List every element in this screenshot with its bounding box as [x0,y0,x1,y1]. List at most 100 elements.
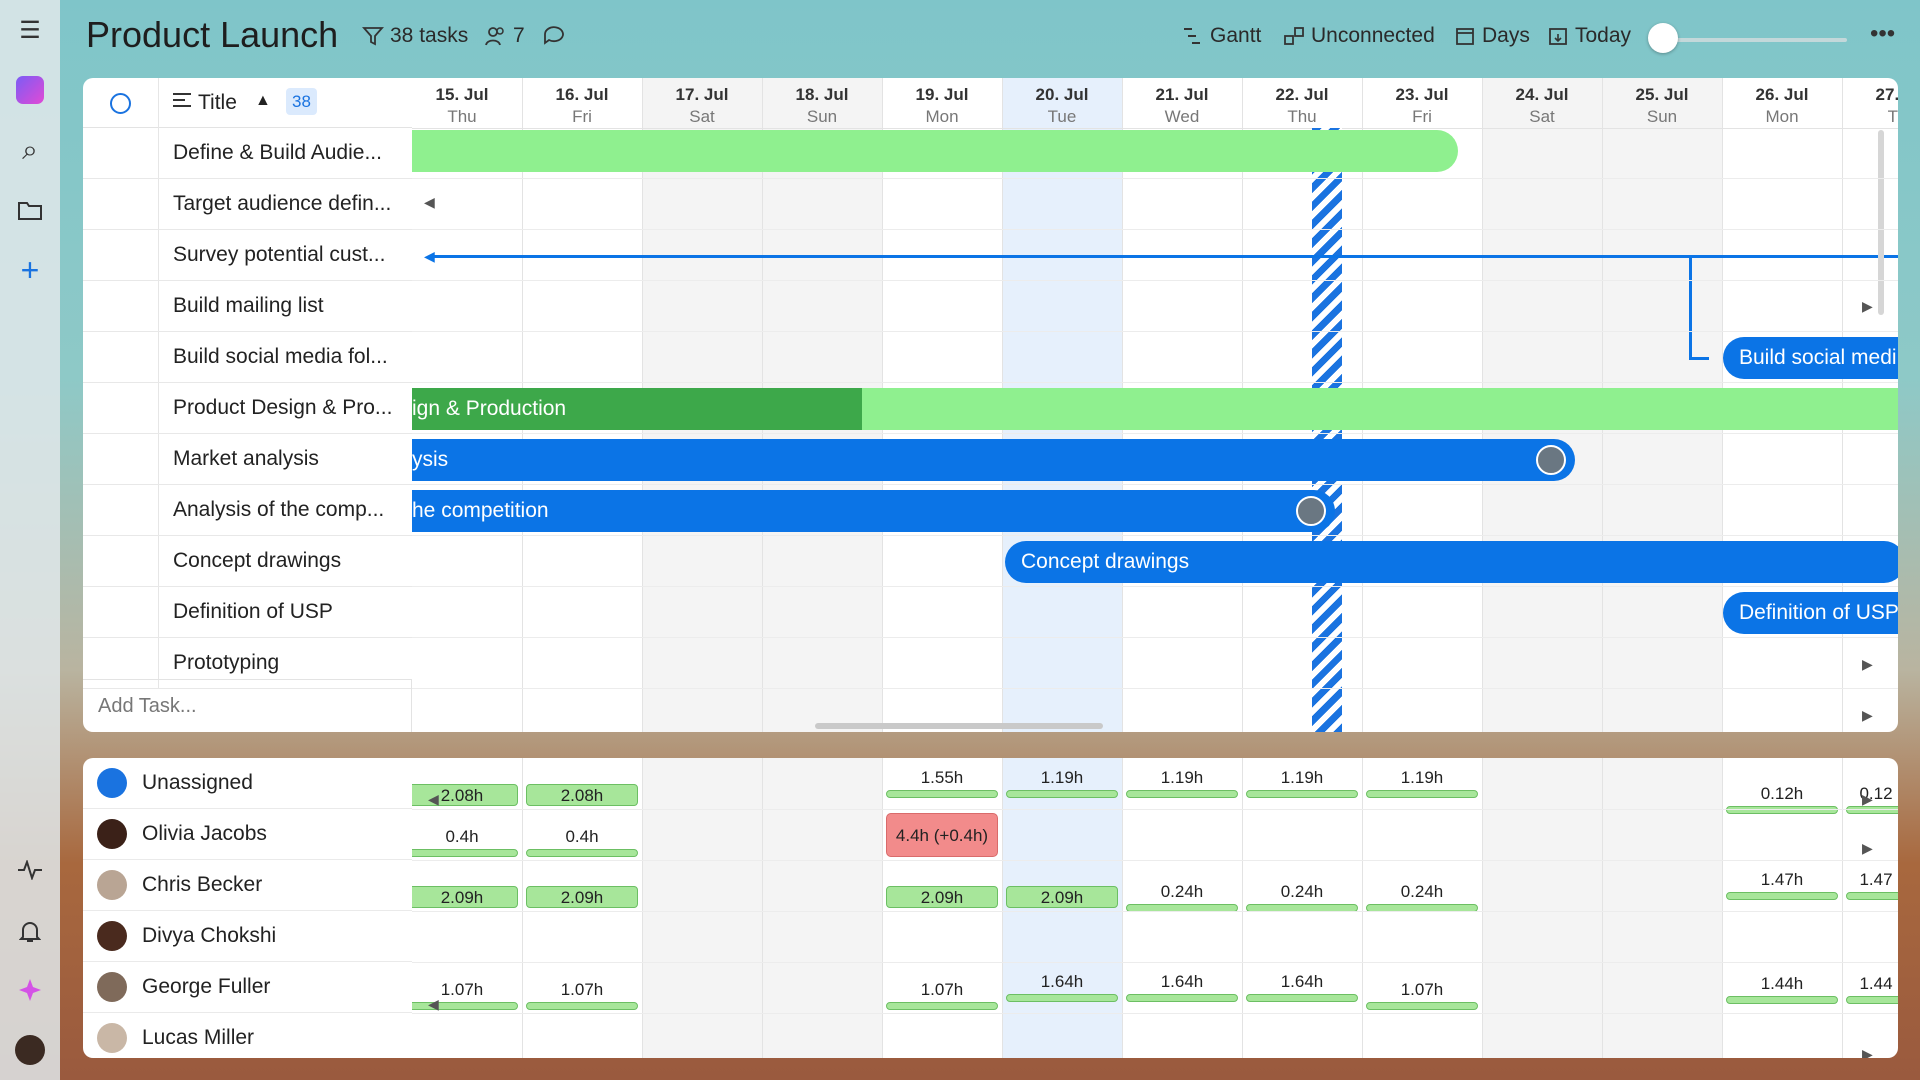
workload-cell[interactable]: 2.09h [412,886,518,908]
row-checkbox-cell[interactable] [83,434,159,484]
task-row[interactable]: Survey potential cust... [83,230,412,281]
search-icon[interactable]: ⌕ [22,133,38,165]
zoom-slider-knob[interactable] [1648,23,1678,53]
usp-bar[interactable]: Definition of USP [1723,592,1898,634]
production-bar-remaining[interactable] [862,388,1898,430]
add-task-row[interactable]: Add Task... [83,679,412,732]
task-title[interactable]: Prototyping [173,651,280,674]
social-media-bar[interactable]: Build social medi [1723,337,1898,379]
resource-row[interactable]: Olivia Jacobs [83,809,412,860]
workload-cell[interactable]: 0.4h [526,827,638,857]
task-row[interactable]: Build social media fol... [83,332,412,383]
workload-cell[interactable]: 4.4h (+0.4h) [886,813,998,857]
bell-icon[interactable] [0,912,60,952]
workload-cell[interactable]: 1.47h [1726,870,1838,900]
workload-cell[interactable]: 1.19h [1126,768,1238,798]
filter-button[interactable]: 38 tasks [362,24,468,48]
row-checkbox-cell[interactable] [83,638,159,688]
row-checkbox-cell[interactable] [83,128,159,178]
assignee-avatar[interactable] [1296,496,1326,526]
workload-cell[interactable]: 2.09h [526,886,638,908]
workload-cell[interactable]: 1.19h [1366,768,1478,798]
today-button[interactable]: Today [1547,24,1631,48]
task-title[interactable]: Analysis of the comp... [173,498,385,521]
row-checkbox-cell[interactable] [83,179,159,229]
row-checkbox-cell[interactable] [83,230,159,280]
task-title[interactable]: Survey potential cust... [173,243,386,266]
workload-cell[interactable]: 1.44h [1726,974,1838,1004]
workload-cell[interactable]: 1.07h [412,980,518,1010]
task-row[interactable]: Analysis of the comp... [83,485,412,536]
zoom-slider[interactable] [1650,38,1847,42]
scroll-right-icon[interactable]: ▶ [1862,840,1873,856]
workload-cell[interactable]: 2.08h [412,784,518,806]
task-row[interactable]: Product Design & Pro... [83,383,412,434]
task-title[interactable]: Build social media fol... [173,345,388,368]
menu-icon[interactable]: ☰ [19,16,41,44]
row-checkbox-cell[interactable] [83,383,159,433]
folder-icon[interactable] [0,190,60,230]
task-title[interactable]: Definition of USP [173,600,333,623]
market-analysis-bar[interactable]: ysis [412,439,1575,481]
workload-cell[interactable]: 2.08h [526,784,638,806]
workload-cell[interactable]: 0.24h [1126,882,1238,912]
select-all-checkbox[interactable] [110,93,131,114]
task-title[interactable]: Define & Build Audie... [173,141,382,164]
workload-cell[interactable]: 1.19h [1246,768,1358,798]
workload-cell[interactable]: 1.19h [1006,768,1118,798]
row-checkbox-cell[interactable] [83,587,159,637]
resource-row[interactable]: George Fuller [83,962,412,1013]
task-row[interactable]: Build mailing list [83,281,412,332]
unconnected-button[interactable]: Unconnected [1283,24,1435,48]
task-title[interactable]: Build mailing list [173,294,324,317]
more-options-icon[interactable]: ••• [1870,20,1896,47]
scroll-right-icon[interactable]: ▶ [1862,707,1873,723]
task-row[interactable]: Define & Build Audie... [83,128,412,179]
task-row[interactable]: Market analysis [83,434,412,485]
row-checkbox-cell[interactable] [83,536,159,586]
task-title[interactable]: Concept drawings [173,549,342,572]
scroll-left-icon[interactable]: ◀ [428,791,439,807]
comments-button[interactable] [543,24,565,46]
add-task-input[interactable]: Add Task... [98,695,197,717]
sort-icon[interactable]: ▲ [255,92,271,109]
workload-cell[interactable]: 1.07h [1366,980,1478,1010]
task-row[interactable]: Concept drawings [83,536,412,587]
scroll-right-icon[interactable]: ▶ [1862,656,1873,672]
task-title[interactable]: Product Design & Pro... [173,396,393,419]
title-column-header[interactable]: Title [198,91,237,114]
scroll-left-icon[interactable]: ◀ [428,996,439,1012]
workload-cell[interactable]: 2.09h [886,886,998,908]
task-row[interactable]: Target audience defin... [83,179,412,230]
task-title[interactable]: Market analysis [173,447,319,470]
user-avatar[interactable] [0,1030,60,1070]
workload-cell[interactable]: 1.44 [1846,974,1898,1004]
workload-cell[interactable]: 1.55h [886,768,998,798]
scroll-left-icon[interactable]: ◀ [424,194,435,210]
app-icon[interactable] [0,70,60,110]
concept-drawings-bar[interactable]: Concept drawings [1005,541,1898,583]
competition-analysis-bar[interactable]: he competition [412,490,1335,532]
workload-cell[interactable]: 1.64h [1246,972,1358,1002]
define-audience-bar[interactable] [412,130,1458,172]
scroll-right-icon[interactable]: ▶ [1862,791,1873,807]
vertical-scrollbar[interactable] [1878,130,1884,315]
row-checkbox-cell[interactable] [83,485,159,535]
resource-row[interactable]: Unassigned [83,758,412,809]
assignee-avatar[interactable] [1536,445,1566,475]
add-icon[interactable]: + [20,251,40,288]
workload-cell[interactable]: 0.12 [1846,784,1898,814]
workload-cell[interactable]: 0.24h [1366,882,1478,912]
gantt-view-button[interactable]: Gantt [1182,24,1261,48]
task-row[interactable]: Prototyping [83,638,412,689]
horizontal-scrollbar[interactable] [815,723,1103,729]
workload-cell[interactable]: 1.64h [1126,972,1238,1002]
row-checkbox-cell[interactable] [83,332,159,382]
workload-cell[interactable]: 0.12h [1726,784,1838,814]
workload-cell[interactable]: 1.64h [1006,972,1118,1002]
sparkle-icon[interactable] [0,970,60,1010]
workload-cell[interactable]: 1.47 [1846,870,1898,900]
resource-row[interactable]: Chris Becker [83,860,412,911]
scroll-right-icon[interactable]: ▶ [1862,1046,1873,1058]
resource-row[interactable]: Divya Chokshi [83,911,412,962]
